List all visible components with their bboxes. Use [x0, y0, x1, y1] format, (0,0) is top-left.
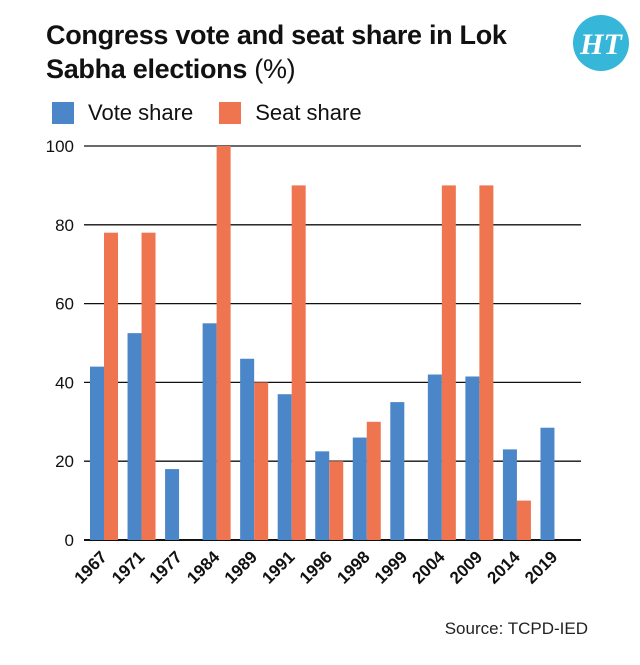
source-note: Source: TCPD-IED [444, 619, 588, 638]
x-tick-label: 1967 [71, 547, 111, 587]
x-tick-label: 1971 [108, 547, 148, 587]
bar-seat-share [366, 421, 381, 540]
bar-vote-share [202, 323, 217, 540]
x-tick-label: 1989 [221, 547, 261, 587]
ht-logo-text: HT [579, 28, 623, 61]
x-tick-label: 1977 [146, 547, 186, 587]
legend-label-vote: Vote share [88, 100, 194, 125]
bar-seat-share [104, 232, 118, 540]
legend-swatch-vote [52, 102, 74, 124]
y-tick-label: 20 [55, 452, 74, 471]
y-tick-label: 100 [46, 137, 74, 156]
x-tick-label: 1991 [258, 547, 298, 587]
x-tick-label: 1998 [333, 547, 373, 587]
bar-seat-share [441, 185, 456, 540]
bar-seat-share [479, 185, 494, 540]
ht-logo: HT [573, 15, 629, 71]
bar-vote-share [540, 427, 555, 540]
legend-label-seat: Seat share [255, 100, 362, 125]
x-tick-label: 1984 [183, 547, 224, 588]
bar-vote-share [427, 374, 442, 540]
bar-seat-share [329, 461, 344, 540]
x-tick-label: 2019 [521, 547, 561, 587]
bar-vote-share [465, 376, 480, 540]
y-tick-label: 0 [65, 531, 74, 550]
x-tick-label: 1999 [371, 547, 411, 587]
bar-vote-share [90, 366, 104, 540]
bar-vote-share [352, 437, 367, 540]
x-tick-label: 1996 [296, 547, 336, 587]
x-tick-label: 2004 [408, 547, 449, 588]
y-tick-label: 40 [55, 373, 74, 392]
legend-item-vote: Vote share [52, 100, 193, 126]
bar-vote-share [165, 469, 180, 540]
bar-seat-share [254, 382, 269, 540]
legend-swatch-seat [219, 102, 242, 124]
bar-vote-share [240, 358, 255, 540]
bar-vote-share [127, 333, 142, 540]
legend-item-seat: Seat share [219, 100, 362, 126]
bar-vote-share [277, 394, 292, 540]
y-tick-label: 80 [55, 216, 74, 235]
bar-seat-share [216, 146, 231, 540]
bar-seat-share [291, 185, 306, 540]
bar-seat-share [516, 500, 531, 540]
y-tick-label: 60 [55, 295, 74, 314]
bar-vote-share [502, 449, 517, 540]
bar-vote-share [315, 451, 330, 540]
ht-logo-circle [573, 15, 629, 71]
bar-seat-share [141, 232, 156, 540]
x-tick-label: 2009 [446, 547, 486, 587]
chart-title-text: Congress vote and seat share in Lok Sabh… [46, 20, 507, 84]
chart-title: Congress vote and seat share in Lok Sabh… [46, 18, 566, 86]
chart-legend: Vote share Seat share [52, 98, 388, 128]
chart-title-unit: (%) [254, 54, 296, 84]
x-tick-label: 2014 [484, 547, 525, 588]
bar-vote-share [390, 402, 405, 540]
